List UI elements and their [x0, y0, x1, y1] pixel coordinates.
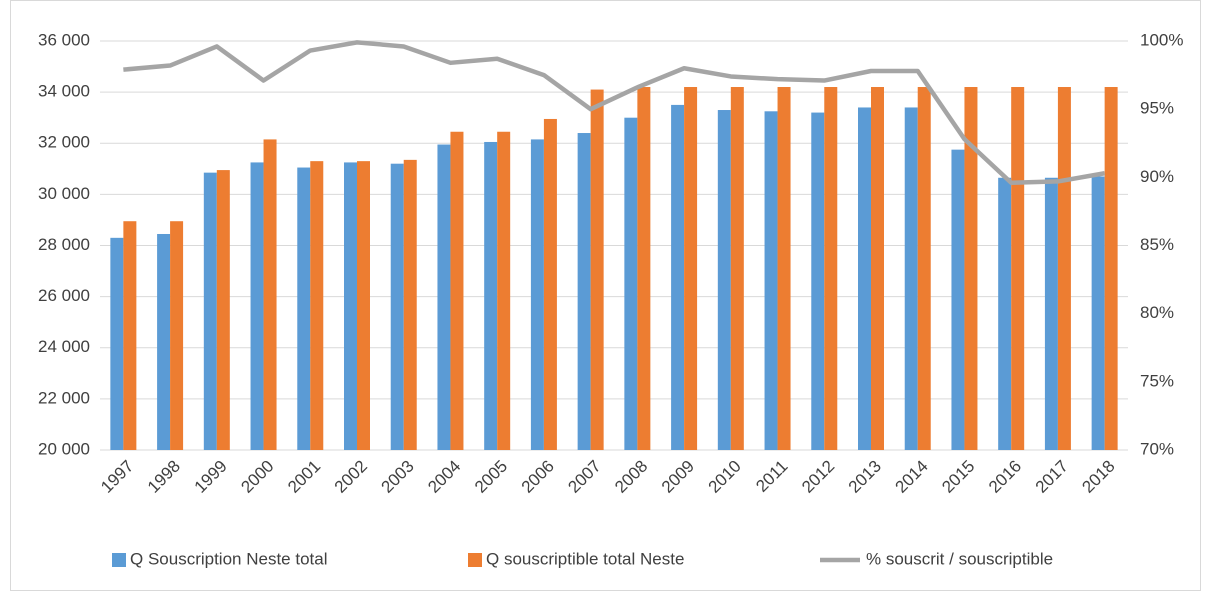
legend-swatch [468, 553, 482, 567]
bar [263, 139, 277, 450]
x-tick-label: 2017 [1032, 457, 1072, 497]
x-tick-label: 2016 [985, 457, 1025, 497]
y2-tick-label: 90% [1140, 167, 1174, 186]
bar [671, 104, 685, 450]
bar [403, 159, 417, 450]
y-tick-label: 20 000 [38, 439, 90, 458]
y-tick-label: 32 000 [38, 133, 90, 152]
bar [203, 172, 217, 450]
bar [344, 162, 357, 450]
x-tick-label: 2015 [938, 457, 978, 497]
bar [717, 110, 731, 451]
bar [497, 131, 511, 450]
bar [951, 149, 965, 450]
y-tick-label: 30 000 [38, 184, 90, 203]
bar [484, 141, 498, 451]
legend-swatch [112, 553, 126, 567]
bar [530, 139, 544, 450]
y2-tick-label: 100% [1140, 30, 1183, 49]
bar [730, 87, 744, 450]
x-tick-label: 2003 [378, 457, 418, 497]
y2-tick-label: 85% [1140, 235, 1174, 254]
x-tick-label: 2012 [798, 457, 838, 497]
x-tick-label: 2000 [237, 457, 277, 497]
legend-label: Q Souscription Neste total [130, 549, 327, 568]
bar [1104, 87, 1118, 450]
y2-tick-label: 70% [1140, 439, 1174, 458]
y-tick-label: 24 000 [38, 337, 90, 356]
bar [964, 87, 978, 450]
bar [998, 177, 1012, 450]
x-tick-label: 1997 [97, 457, 137, 497]
x-tick-label: 2001 [284, 457, 324, 497]
x-tick-label: 2004 [424, 457, 464, 497]
bar [450, 131, 464, 450]
y2-tick-label: 75% [1140, 371, 1174, 390]
x-tick-label: 2008 [611, 457, 651, 497]
bar [1057, 87, 1071, 450]
bar [170, 221, 184, 450]
bar [297, 167, 311, 451]
bar [858, 107, 871, 451]
y-tick-label: 26 000 [38, 286, 90, 305]
chart-border [10, 0, 1201, 591]
bar [684, 87, 698, 450]
bar [824, 87, 838, 450]
bar [777, 87, 791, 450]
bar [1011, 87, 1025, 450]
bar [250, 162, 264, 450]
bar [110, 237, 124, 450]
legend-label: % souscrit / souscriptible [866, 549, 1053, 568]
x-tick-label: 1998 [144, 457, 184, 497]
bar [357, 161, 370, 451]
y-tick-label: 36 000 [38, 30, 90, 49]
bar [624, 117, 638, 450]
y2-tick-label: 95% [1140, 99, 1174, 118]
x-tick-label: 2002 [331, 457, 371, 497]
bar [123, 221, 137, 450]
x-tick-label: 2013 [845, 457, 885, 497]
line [123, 40, 1106, 186]
bar [917, 87, 931, 450]
y-tick-label: 28 000 [38, 235, 90, 254]
x-tick-label: 2007 [564, 457, 604, 497]
x-tick-label: 2006 [518, 457, 558, 497]
x-tick-label: 2018 [1078, 457, 1118, 497]
bar [904, 107, 918, 451]
bar [590, 89, 604, 450]
bar [437, 144, 451, 450]
bar [637, 87, 651, 450]
bar [1091, 176, 1105, 450]
x-tick-label: 2005 [471, 457, 511, 497]
bar [871, 87, 884, 450]
bar [390, 163, 404, 450]
x-tick-label: 1999 [191, 457, 231, 497]
bar [543, 118, 557, 450]
bar [216, 170, 230, 450]
legend-label: Q souscriptible total Neste [486, 549, 684, 568]
bar [764, 111, 778, 450]
y-tick-label: 22 000 [38, 388, 90, 407]
bar [157, 233, 171, 450]
y-tick-label: 34 000 [38, 82, 90, 101]
bar [577, 133, 591, 450]
x-tick-label: 2014 [892, 457, 932, 497]
x-tick-label: 2009 [658, 457, 698, 497]
bar [310, 161, 324, 451]
bar [811, 112, 825, 450]
x-tick-label: 2011 [752, 457, 791, 496]
bar [1044, 177, 1058, 450]
x-tick-label: 2010 [705, 457, 745, 497]
y2-tick-label: 80% [1140, 303, 1174, 322]
